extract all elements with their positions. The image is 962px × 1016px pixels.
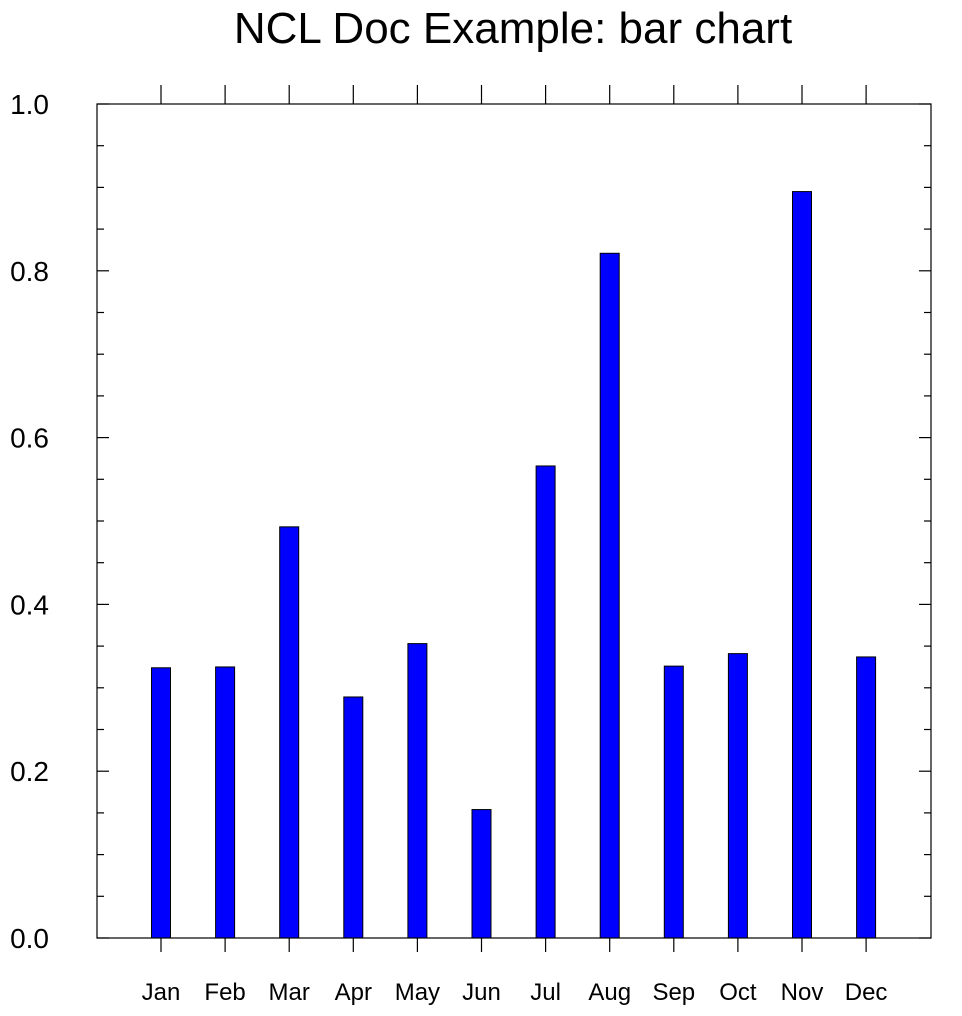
bar-jun — [471, 809, 492, 939]
bar-feb — [215, 666, 236, 939]
labels-layer: 0.0 0.2 0.4 0.6 0.8 1.0 Jan Feb Mar Apr May Jun Jul A… — [10, 89, 887, 1006]
x-tick-label-nov: Nov — [781, 979, 824, 1006]
bar-jan — [151, 667, 171, 939]
x-tick-label-jun: Jun — [462, 979, 501, 1006]
bar-jul — [535, 465, 556, 939]
bar-mar — [279, 526, 300, 939]
x-tick-label-dec: Dec — [845, 979, 888, 1006]
y-tick-label: 1.0 — [10, 89, 49, 120]
bars-layer — [151, 191, 877, 939]
y-tick-label: 0.2 — [10, 756, 49, 787]
y-tick-label: 0.6 — [10, 423, 49, 454]
x-tick-label-oct: Oct — [719, 979, 757, 1006]
x-tick-label-feb: Feb — [204, 979, 245, 1006]
x-tick-label-may: May — [395, 979, 440, 1006]
axes-layer — [96, 85, 932, 952]
y-tick-label: 0.4 — [10, 589, 49, 620]
bar-dec — [856, 656, 877, 939]
bar-oct — [727, 653, 748, 939]
x-tick-label-mar: Mar — [269, 979, 310, 1006]
y-tick-label: 0.8 — [10, 256, 49, 287]
chart-title: NCL Doc Example: bar chart — [233, 4, 793, 53]
bar-aug — [599, 252, 620, 939]
y-tick-label: 0.0 — [10, 923, 49, 954]
x-tick-label-sep: Sep — [652, 979, 695, 1006]
bar-may — [407, 643, 428, 939]
bar-sep — [663, 665, 684, 939]
x-tick-label-jul: Jul — [530, 979, 561, 1006]
x-tick-label-aug: Aug — [588, 979, 631, 1006]
x-tick-label-jan: Jan — [142, 979, 181, 1006]
x-tick-label-apr: Apr — [335, 979, 372, 1006]
bar-apr — [343, 696, 364, 939]
bar-nov — [792, 191, 812, 939]
